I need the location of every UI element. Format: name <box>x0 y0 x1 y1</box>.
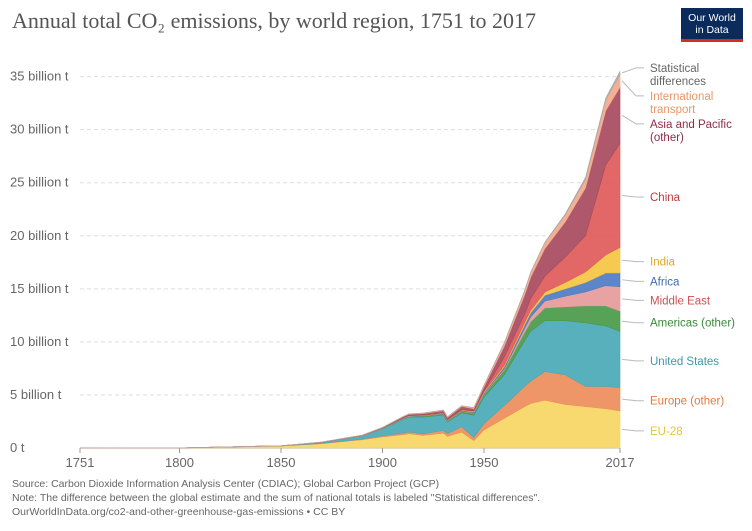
x-tick-label: 1950 <box>470 455 499 470</box>
label-leader-line <box>621 279 644 282</box>
x-tick-label: 2017 <box>606 455 635 470</box>
y-tick-label: 5 billion t <box>10 387 62 402</box>
y-tick-label: 35 billion t <box>10 69 69 84</box>
y-axis-ticks: 0 t 5 billion t 10 billion t 15 billion t 20… <box>10 69 69 455</box>
series-label-europe-other[interactable]: Europe (other) <box>650 396 724 408</box>
y-tick-label: 15 billion t <box>10 281 69 296</box>
series-label-india[interactable]: India <box>650 257 676 269</box>
y-tick-label: 20 billion t <box>10 228 69 243</box>
footer-url[interactable]: OurWorldInData.org/co2-and-other-greenho… <box>12 506 346 518</box>
label-leader-line <box>621 194 644 198</box>
label-leader-line <box>621 67 644 74</box>
label-leader-line <box>621 398 644 402</box>
x-tick-label: 1850 <box>267 455 296 470</box>
series-label-statistical-differences[interactable]: differences <box>650 76 706 88</box>
logo-accent-bar <box>681 39 743 42</box>
footer-source: Source: Carbon Dioxide Information Analy… <box>12 478 440 490</box>
label-leader-line <box>621 80 644 97</box>
series-label-international-transport[interactable]: transport <box>650 104 696 116</box>
series-label-eu-28[interactable]: EU-28 <box>650 426 683 438</box>
footer-note: Note: The difference between the global … <box>12 492 541 504</box>
owid-logo[interactable]: Our World in Data <box>681 8 743 42</box>
stacked-area-chart: 0 t 5 billion t 10 billion t 15 billion t 20… <box>10 63 735 470</box>
series-label-united-states[interactable]: United States <box>650 356 719 368</box>
label-leader-line <box>621 298 644 301</box>
series-label-asia-and-pacific-other[interactable]: (other) <box>650 132 684 144</box>
label-leader-line <box>621 320 644 324</box>
x-tick-label: 1800 <box>165 455 194 470</box>
series-label-middle-east[interactable]: Middle East <box>650 295 711 307</box>
label-leader-line <box>621 428 644 432</box>
y-tick-label: 25 billion t <box>10 175 69 190</box>
series-label-africa[interactable]: Africa <box>650 276 680 288</box>
label-leader-line <box>621 358 644 362</box>
series-label-statistical-differences[interactable]: Statistical <box>650 63 699 75</box>
logo-line-1: Our World <box>688 12 736 24</box>
x-axis-ticks: 1751 1800 1850 1900 1950 2017 <box>66 448 635 470</box>
series-label-china[interactable]: China <box>650 192 681 204</box>
chart-title: Annual total CO₂ emissions, by world reg… <box>12 8 537 33</box>
y-tick-label: 30 billion t <box>10 122 69 137</box>
area-statistical-differences[interactable] <box>79 71 621 449</box>
series-label-international-transport[interactable]: International <box>650 91 713 103</box>
x-tick-label: 1900 <box>368 455 397 470</box>
label-leader-line <box>621 259 644 263</box>
series-label-americas-other[interactable]: Americas (other) <box>650 318 735 330</box>
series-label-asia-and-pacific-other[interactable]: Asia and Pacific <box>650 119 732 131</box>
series-areas <box>79 71 621 449</box>
y-tick-label: 0 t <box>10 440 25 455</box>
x-tick-label: 1751 <box>66 455 95 470</box>
logo-line-2: in Data <box>695 24 729 36</box>
y-tick-label: 10 billion t <box>10 334 69 349</box>
label-leader-line <box>621 114 644 125</box>
